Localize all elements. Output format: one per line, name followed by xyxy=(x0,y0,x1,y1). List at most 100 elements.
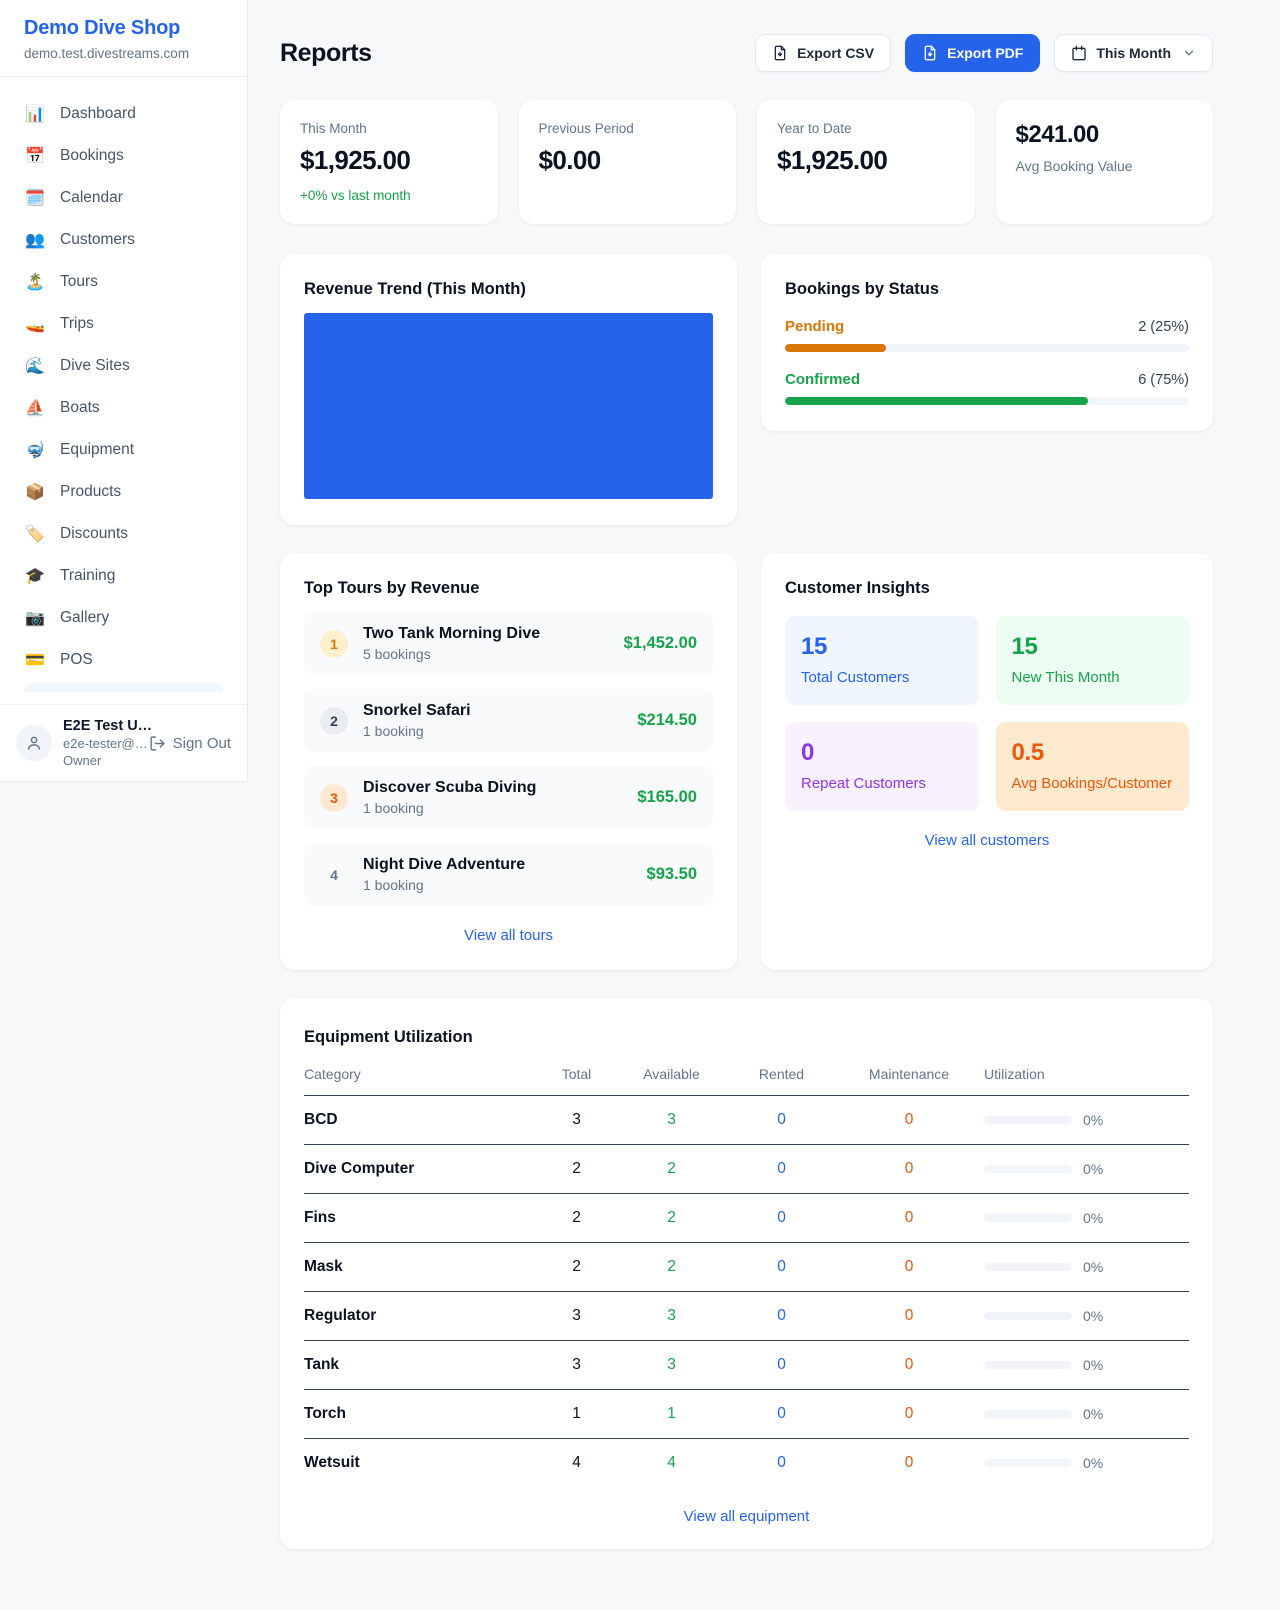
tour-list-item: 2 Snorkel Safari 1 booking $214.50 xyxy=(304,689,713,752)
bookings-by-status-title: Bookings by Status xyxy=(785,280,940,298)
sidebar-item-customers[interactable]: 👥 Customers xyxy=(12,221,235,259)
table-row: Tank 3 3 0 0 0% xyxy=(304,1341,1189,1390)
page-header: Reports Export CSV Export PDF This Month xyxy=(280,34,1213,72)
tour-amount: $1,452.00 xyxy=(623,634,697,652)
file-download-icon xyxy=(774,45,786,61)
sign-out-label: Sign Out xyxy=(172,734,231,752)
sidebar-item-label: Equipment xyxy=(60,441,135,458)
tour-amount: $214.50 xyxy=(637,711,697,729)
top-tours-title: Top Tours by Revenue xyxy=(304,579,480,597)
rank-badge: 4 xyxy=(330,866,338,883)
customers-icon: 👥 xyxy=(25,232,45,249)
equipment-maintenance: 0 xyxy=(904,1111,914,1128)
tour-bookings: 5 bookings xyxy=(363,646,431,662)
view-all-customers-link[interactable]: View all customers xyxy=(924,832,1050,849)
sidebar: Demo Dive Shop demo.test.divestreams.com… xyxy=(0,0,248,782)
sidebar-item-products[interactable]: 📦 Products xyxy=(12,473,235,511)
stat-card-previous-period: Previous Period $0.00 xyxy=(518,100,736,224)
status-row-pending: Pending 2 (25%) xyxy=(785,318,1189,352)
equipment-maintenance: 0 xyxy=(904,1209,914,1226)
dashboard-icon: 📊 xyxy=(25,106,45,123)
sidebar-item-label: Products xyxy=(60,483,122,500)
progress-track xyxy=(785,344,1189,352)
sidebar-item-dashboard[interactable]: 📊 Dashboard xyxy=(12,95,235,133)
equipment-maintenance: 0 xyxy=(904,1405,914,1422)
equipment-total: 2 xyxy=(572,1160,581,1177)
wave-icon: 🌊 xyxy=(25,358,45,375)
tour-name: Two Tank Morning Dive xyxy=(363,625,541,642)
brand-name[interactable]: Demo Dive Shop xyxy=(24,17,181,39)
equipment-category: BCD xyxy=(304,1111,338,1128)
stat-delta: +0% vs last month xyxy=(300,188,411,203)
export-csv-button[interactable]: Export CSV xyxy=(755,34,892,72)
view-all-tours-link[interactable]: View all tours xyxy=(464,927,553,944)
stat-label: Year to Date xyxy=(777,121,852,136)
equipment-maintenance: 0 xyxy=(904,1160,914,1177)
brand-domain: demo.test.divestreams.com xyxy=(24,46,190,61)
period-dropdown[interactable]: This Month xyxy=(1054,34,1213,72)
equipment-available: 3 xyxy=(667,1307,676,1324)
equipment-category: Fins xyxy=(304,1209,336,1226)
sign-out-button[interactable]: Sign Out xyxy=(149,735,231,752)
equipment-maintenance: 0 xyxy=(904,1307,914,1324)
user-name: E2E Test U… xyxy=(63,718,153,734)
column-header: Rented xyxy=(758,1066,805,1082)
sidebar-item-reports-active-partial[interactable] xyxy=(24,683,223,692)
sidebar-item-label: Customers xyxy=(60,231,135,248)
sidebar-item-trips[interactable]: 🚤 Trips xyxy=(12,305,235,343)
equipment-total: 3 xyxy=(572,1356,581,1373)
equipment-category: Torch xyxy=(304,1405,346,1422)
column-header: Total xyxy=(561,1066,592,1082)
revenue-trend-chart-bar xyxy=(304,313,713,499)
equipment-category: Wetsuit xyxy=(304,1454,360,1471)
sidebar-item-tours[interactable]: 🏝️ Tours xyxy=(12,263,235,301)
insight-value: 0.5 xyxy=(1011,739,1045,766)
tag-icon: 🏷️ xyxy=(25,526,45,543)
sidebar-item-label: Gallery xyxy=(60,609,110,626)
equipment-total: 2 xyxy=(572,1209,581,1226)
chevron-down-icon xyxy=(1184,50,1194,56)
sidebar-item-calendar[interactable]: 🗓️ Calendar xyxy=(12,179,235,217)
view-all-equipment-link[interactable]: View all equipment xyxy=(683,1508,810,1525)
equipment-total: 4 xyxy=(572,1454,581,1471)
sidebar-item-boats[interactable]: ⛵ Boats xyxy=(12,389,235,427)
equipment-available: 4 xyxy=(667,1454,676,1471)
equipment-rented: 0 xyxy=(777,1160,786,1177)
utilization-bar xyxy=(984,1214,1072,1222)
status-value: 2 (25%) xyxy=(1138,319,1189,335)
equipment-available: 2 xyxy=(667,1160,676,1177)
revenue-trend-card: Revenue Trend (This Month) xyxy=(280,254,737,525)
sidebar-item-training[interactable]: 🎓 Training xyxy=(12,557,235,595)
insight-label: Total Customers xyxy=(801,669,910,686)
tour-list-item: 1 Two Tank Morning Dive 5 bookings $1,45… xyxy=(304,612,713,675)
equipment-total: 1 xyxy=(572,1405,581,1422)
equipment-available: 3 xyxy=(667,1356,676,1373)
sidebar-item-gallery[interactable]: 📷 Gallery xyxy=(12,599,235,637)
sidebar-item-discounts[interactable]: 🏷️ Discounts xyxy=(12,515,235,553)
stat-label: This Month xyxy=(300,121,367,136)
export-pdf-button[interactable]: Export PDF xyxy=(905,34,1041,72)
stat-label: Avg Booking Value xyxy=(1015,158,1133,174)
equipment-rented: 0 xyxy=(777,1209,786,1226)
sidebar-item-label: POS xyxy=(60,651,93,668)
insight-grid: 15 Total Customers 15 New This Month 0 R… xyxy=(785,616,1189,811)
header-actions: Export CSV Export PDF This Month xyxy=(755,34,1213,72)
equipment-total: 3 xyxy=(572,1307,581,1324)
utilization-bar xyxy=(984,1361,1072,1369)
equipment-available: 2 xyxy=(667,1258,676,1275)
status-label: Pending xyxy=(785,318,845,335)
tour-list-item: 3 Discover Scuba Diving 1 booking $165.0… xyxy=(304,766,713,829)
customer-insights-title: Customer Insights xyxy=(785,579,930,597)
sidebar-item-bookings[interactable]: 📅 Bookings xyxy=(12,137,235,175)
sidebar-item-label: Calendar xyxy=(60,189,123,206)
utilization-bar xyxy=(984,1116,1072,1124)
bookings-calendar-icon: 📅 xyxy=(25,148,45,165)
column-header: Category xyxy=(304,1066,361,1082)
sidebar-item-equipment[interactable]: 🤿 Equipment xyxy=(12,431,235,469)
sidebar-item-pos[interactable]: 💳 POS xyxy=(12,641,235,679)
stat-card-year-to-date: Year to Date $1,925.00 xyxy=(757,100,975,224)
speedboat-icon: 🚤 xyxy=(25,316,45,333)
sidebar-item-dive-sites[interactable]: 🌊 Dive Sites xyxy=(12,347,235,385)
status-value: 6 (75%) xyxy=(1138,372,1189,388)
table-row: Dive Computer 2 2 0 0 0% xyxy=(304,1145,1189,1194)
